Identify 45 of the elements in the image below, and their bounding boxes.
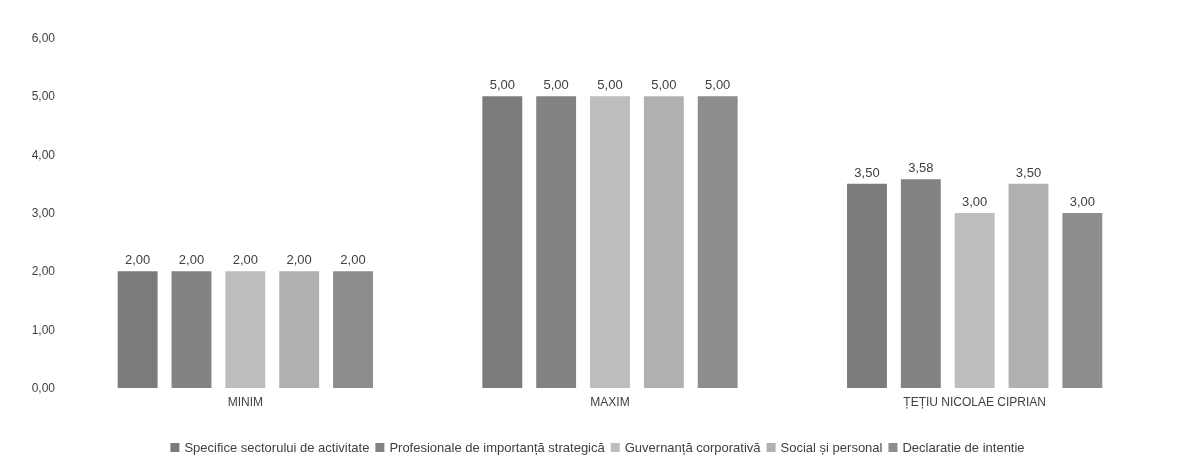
legend-label: Profesionale de importanță strategică <box>389 440 606 455</box>
x-tick-label: MINIM <box>227 395 263 409</box>
data-label: 5,00 <box>597 77 623 93</box>
y-tick-label: 0,00 <box>31 381 56 395</box>
bar <box>954 213 995 388</box>
bar <box>590 96 630 388</box>
data-label: 2,00 <box>124 252 151 268</box>
data-label: 3,50 <box>1015 164 1042 180</box>
legend-label: Guvernanță corporativă <box>624 440 762 455</box>
bar <box>225 271 266 388</box>
data-label: 3,58 <box>908 160 934 176</box>
legend-label: Social și personal <box>780 440 883 455</box>
data-label: 2,00 <box>178 252 205 268</box>
x-tick-label: ȚEȚIU NICOLAE CIPRIAN <box>903 395 1047 409</box>
y-tick-label: 3,00 <box>31 206 56 220</box>
data-label: 5,00 <box>543 77 569 93</box>
y-tick-label: 4,00 <box>31 147 56 162</box>
bar <box>697 96 738 388</box>
y-tick-label: 1,00 <box>31 322 56 337</box>
data-label: 2,00 <box>286 252 312 268</box>
bar <box>171 271 212 388</box>
legend-label: Specifice sectorului de activitate <box>184 440 370 455</box>
data-label: 3,00 <box>962 194 988 209</box>
x-tick-label: MAXIM <box>590 395 630 409</box>
bar <box>279 271 320 388</box>
bar <box>333 271 373 388</box>
bar <box>482 96 523 388</box>
data-label: 5,00 <box>489 77 515 93</box>
data-label: 2,00 <box>232 252 258 268</box>
data-label: 2,00 <box>340 252 366 268</box>
bar <box>1008 183 1049 388</box>
bar <box>117 271 158 388</box>
bar <box>847 183 887 388</box>
bar <box>643 96 684 388</box>
y-tick-label: 6,00 <box>31 31 56 45</box>
bar <box>900 179 941 388</box>
legend-label: Declaratie de intentie <box>902 440 1025 455</box>
y-tick-label: 5,00 <box>31 89 56 104</box>
data-label: 5,00 <box>651 77 677 93</box>
data-label: 5,00 <box>705 77 731 93</box>
y-tick-label: 2,00 <box>31 264 56 279</box>
data-label: 3,00 <box>1069 194 1096 209</box>
bar <box>536 96 577 388</box>
bar <box>1062 213 1103 388</box>
data-label: 3,50 <box>854 164 880 180</box>
